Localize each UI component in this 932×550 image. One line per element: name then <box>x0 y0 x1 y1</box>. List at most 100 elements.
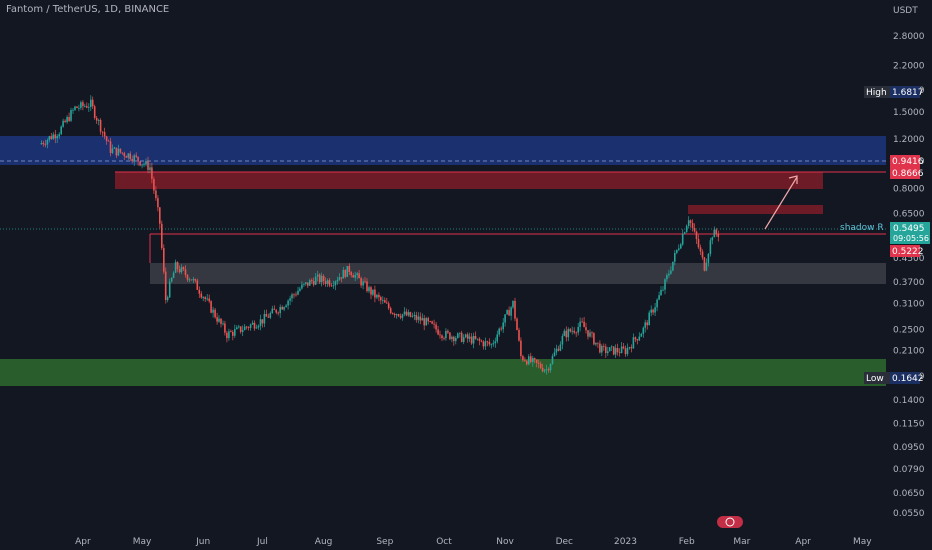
candle-body <box>646 322 648 326</box>
candle-body <box>496 334 498 342</box>
candle-body <box>236 327 238 330</box>
level1-tag: 0.9416 <box>892 157 924 167</box>
low-value-bg <box>890 372 920 384</box>
candle-body <box>299 288 301 291</box>
gray-zone <box>150 263 886 284</box>
candle-body <box>573 330 575 333</box>
candle-body <box>441 335 443 338</box>
candle-body <box>393 313 396 316</box>
candle-body <box>54 134 57 139</box>
time-axis[interactable]: Apr May Jun Jul Aug Sep Oct Nov Dec 2023 Feb Mar Apr… <box>75 537 872 547</box>
candle-body <box>370 287 372 295</box>
candle-body <box>376 294 378 298</box>
price-tick-label: 0.2100 <box>893 347 925 357</box>
candle-body <box>419 316 422 321</box>
candle-body <box>149 167 151 170</box>
high-value-bg <box>890 86 920 98</box>
candle-body <box>407 312 410 316</box>
candle-body <box>614 348 617 355</box>
candle-body <box>348 266 351 272</box>
candle-body <box>685 225 688 233</box>
candle-body <box>222 323 224 325</box>
candle-body <box>336 280 339 282</box>
candle-body <box>95 117 98 121</box>
candle-body <box>115 147 118 156</box>
candle-body <box>539 363 542 368</box>
time-tick-label: Nov <box>496 537 514 547</box>
candles-group <box>40 95 720 375</box>
candle-body <box>401 314 404 318</box>
candle-body <box>474 336 477 339</box>
candle-body <box>439 334 441 336</box>
candle-body <box>84 106 86 107</box>
candle-body <box>309 280 311 286</box>
candle-body <box>64 120 66 123</box>
candle-body <box>291 294 293 299</box>
candle-body <box>459 332 461 334</box>
candle-body <box>366 281 368 292</box>
candle-body <box>269 313 272 318</box>
candle-body <box>589 332 591 337</box>
candle-body <box>453 336 455 342</box>
candle-body <box>672 261 674 271</box>
price-tick-label: 0.0950 <box>893 443 925 453</box>
candle-body <box>640 333 643 337</box>
candle-body <box>630 347 633 349</box>
candle-body <box>464 334 467 338</box>
candle-body <box>48 136 51 140</box>
candle-body <box>40 143 43 145</box>
candle-body <box>547 369 550 371</box>
candle-body <box>93 106 96 118</box>
candle-body <box>658 295 660 300</box>
candle-body <box>374 289 376 298</box>
candle-body <box>267 316 270 318</box>
candle-body <box>563 330 566 336</box>
candle-body <box>508 310 510 316</box>
candle-body <box>676 249 678 253</box>
candle-body <box>634 337 637 340</box>
candle-body <box>638 336 641 341</box>
candle-body <box>218 318 220 322</box>
candle-body <box>186 274 189 280</box>
candle-body <box>530 356 532 362</box>
candle-body <box>143 164 145 166</box>
candle-body <box>342 270 345 279</box>
candle-body <box>587 330 589 337</box>
candle-body <box>74 106 76 110</box>
candle-body <box>717 234 720 237</box>
candle-body <box>289 298 291 301</box>
candle-body <box>423 318 425 326</box>
current-price-tag-bg <box>890 222 930 244</box>
price-tick-label: 0.8000 <box>893 184 925 194</box>
candle-body <box>157 198 159 208</box>
time-tick-label: Aug <box>315 537 333 547</box>
candle-body <box>518 330 520 341</box>
candle-body <box>113 147 116 149</box>
candle-body <box>346 266 349 277</box>
candle-body <box>516 318 518 331</box>
candle-body <box>697 239 700 248</box>
candle-body <box>255 327 258 329</box>
candle-body <box>297 290 299 295</box>
candle-body <box>330 285 333 287</box>
candle-body <box>391 313 394 314</box>
candle-body <box>571 330 573 332</box>
candle-body <box>372 289 374 295</box>
candle-body <box>678 248 680 250</box>
candle-body <box>524 360 526 361</box>
candle-body <box>287 300 289 306</box>
candle-body <box>204 297 206 299</box>
candle-body <box>399 316 402 318</box>
candle-body <box>411 315 414 317</box>
candle-body <box>275 309 277 313</box>
tradingview-logo-icon[interactable] <box>717 516 743 528</box>
candle-body <box>234 329 236 336</box>
level2-tag: 0.8666 <box>892 169 924 179</box>
candle-body <box>520 340 522 356</box>
projection-arrow <box>764 176 798 230</box>
candle-body <box>82 102 84 107</box>
price-axis[interactable]: 2.80002.20001.80001.50001.20001.00000.80… <box>893 32 925 519</box>
candle-body <box>622 346 625 349</box>
candle-body <box>147 161 149 170</box>
